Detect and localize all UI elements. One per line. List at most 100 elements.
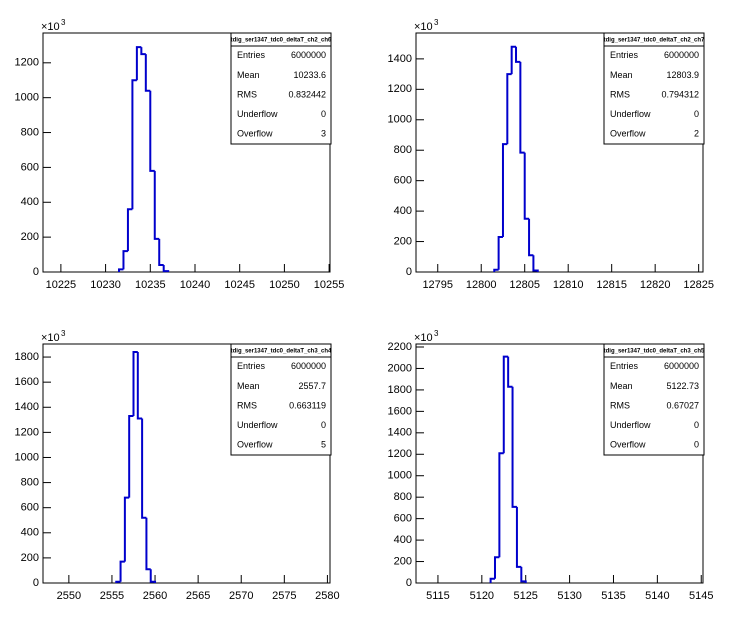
x-tick-label: 2575 [272,590,296,602]
histogram-bin [126,208,133,252]
histogram-bin [158,238,164,267]
pad: 0 200 400 600 800 1000 1200 1400 1600 1800 2000 220… [388,329,714,602]
histogram-bin [493,556,500,579]
x-tick-label: 5140 [645,590,669,602]
stats-box [230,32,332,145]
y-tick-label: 1400 [388,427,412,439]
histogram-bin [515,506,522,568]
y-exponent-base: ×10 [41,21,60,33]
histogram-bin [131,79,137,210]
histogram-bin [493,268,499,272]
stats-value: 0 [321,420,326,430]
frame [415,343,704,584]
x-tick-label: 2555 [100,590,124,602]
histogram-bin [149,569,157,583]
histogram-bin [162,265,170,273]
y-tick-label: 1000 [388,470,412,482]
histogram-bin [144,54,151,92]
y-exponent: 3 [61,18,66,27]
histogram-bin [523,152,530,220]
x-tick-label: 12805 [509,279,540,291]
stats-value: 6000000 [291,50,326,60]
y-tick-label: 1200 [388,83,412,95]
y-tick-label: 1000 [15,451,39,463]
histogram-bin [519,61,525,154]
stats-value: 10233.6 [293,70,326,80]
histogram-bin [489,577,495,583]
y-tick-label: 600 [394,513,412,525]
x-tick-label: 10250 [269,279,300,291]
y-tick-label: 1000 [388,114,412,126]
stats-label: Overflow [610,129,646,139]
stats-value: 12803.9 [666,70,699,80]
y-tick-label: 0 [33,266,39,278]
y-exponent-base: ×10 [414,332,433,344]
pad: 0 200 400 600 800 1000 1200 10225 10230 10235 1024… [15,18,345,291]
stats-label: Underflow [237,109,278,119]
y-tick-label: 0 [406,266,412,278]
x-tick-label: 2560 [143,590,167,602]
x-tick-label: 5135 [601,590,625,602]
stats-label: Entries [610,361,639,371]
x-tick-label: 12820 [640,279,671,291]
y-tick-label: 400 [21,527,39,539]
y-tick-label: 1400 [388,53,412,65]
y-tick-label: 2200 [388,341,412,353]
stats-label: Mean [610,70,633,80]
stats-label: Mean [237,381,260,391]
stats-label: RMS [237,400,257,410]
histogram-bin [115,580,121,583]
stats-title: tdig_ser1347_tdc0_deltaT_ch2_ch7 [604,38,705,44]
histogram-bin [119,560,125,582]
histogram-bin [515,46,521,63]
stats-label: Overflow [610,440,646,450]
histogram-bin [135,46,142,81]
histogram-bin [528,218,534,257]
stats-box [603,32,705,145]
y-tick-label: 0 [406,577,412,589]
y-tick-label: 400 [21,196,39,208]
stats-value: 0.794312 [661,89,699,99]
histogram-bin [510,45,517,75]
histogram-bin [145,517,151,571]
pad: 0 200 400 600 800 1000 1200 1400 12795 12800 12805… [388,18,714,291]
stats-title: tdig_ser1347_tdc0_deltaT_ch3_ch5 [604,349,705,355]
frame [42,343,331,584]
stats-value: 0.67027 [666,400,699,410]
x-tick-label: 12815 [596,279,627,291]
y-tick-label: 200 [21,231,39,243]
stats-label: Entries [610,50,639,60]
y-tick-label: 1400 [15,401,39,413]
y-tick-label: 2000 [388,362,412,374]
histogram-bin [511,386,517,508]
stats-label: Underflow [610,420,651,430]
stats-label: Entries [237,50,266,60]
stats-label: Overflow [237,440,273,450]
x-tick-label: 5115 [426,590,450,602]
y-tick-label: 1600 [388,405,412,417]
stats-value: 5122.73 [666,381,699,391]
x-tick-label: 10255 [314,279,345,291]
histogram-bin [117,268,124,272]
y-tick-label: 600 [394,175,412,187]
stats-value: 6000000 [664,50,699,60]
stats-box [603,343,705,456]
stats-value: 0 [321,109,326,119]
x-tick-label: 2565 [186,590,210,602]
x-tick-label: 12795 [422,279,453,291]
y-tick-label: 200 [394,555,412,567]
stats-label: RMS [237,89,257,99]
stats-value: 0.663119 [289,400,326,410]
y-tick-label: 800 [394,491,412,503]
x-tick-label: 5145 [689,590,713,602]
x-tick-label: 10240 [180,279,211,291]
stats-label: Entries [237,361,266,371]
y-tick-label: 800 [394,144,412,156]
histogram-bin [501,143,508,237]
y-exponent-base: ×10 [41,332,60,344]
histogram-bin [502,355,509,454]
stats-value: 6000000 [664,361,699,371]
histogram-bin [128,415,134,498]
